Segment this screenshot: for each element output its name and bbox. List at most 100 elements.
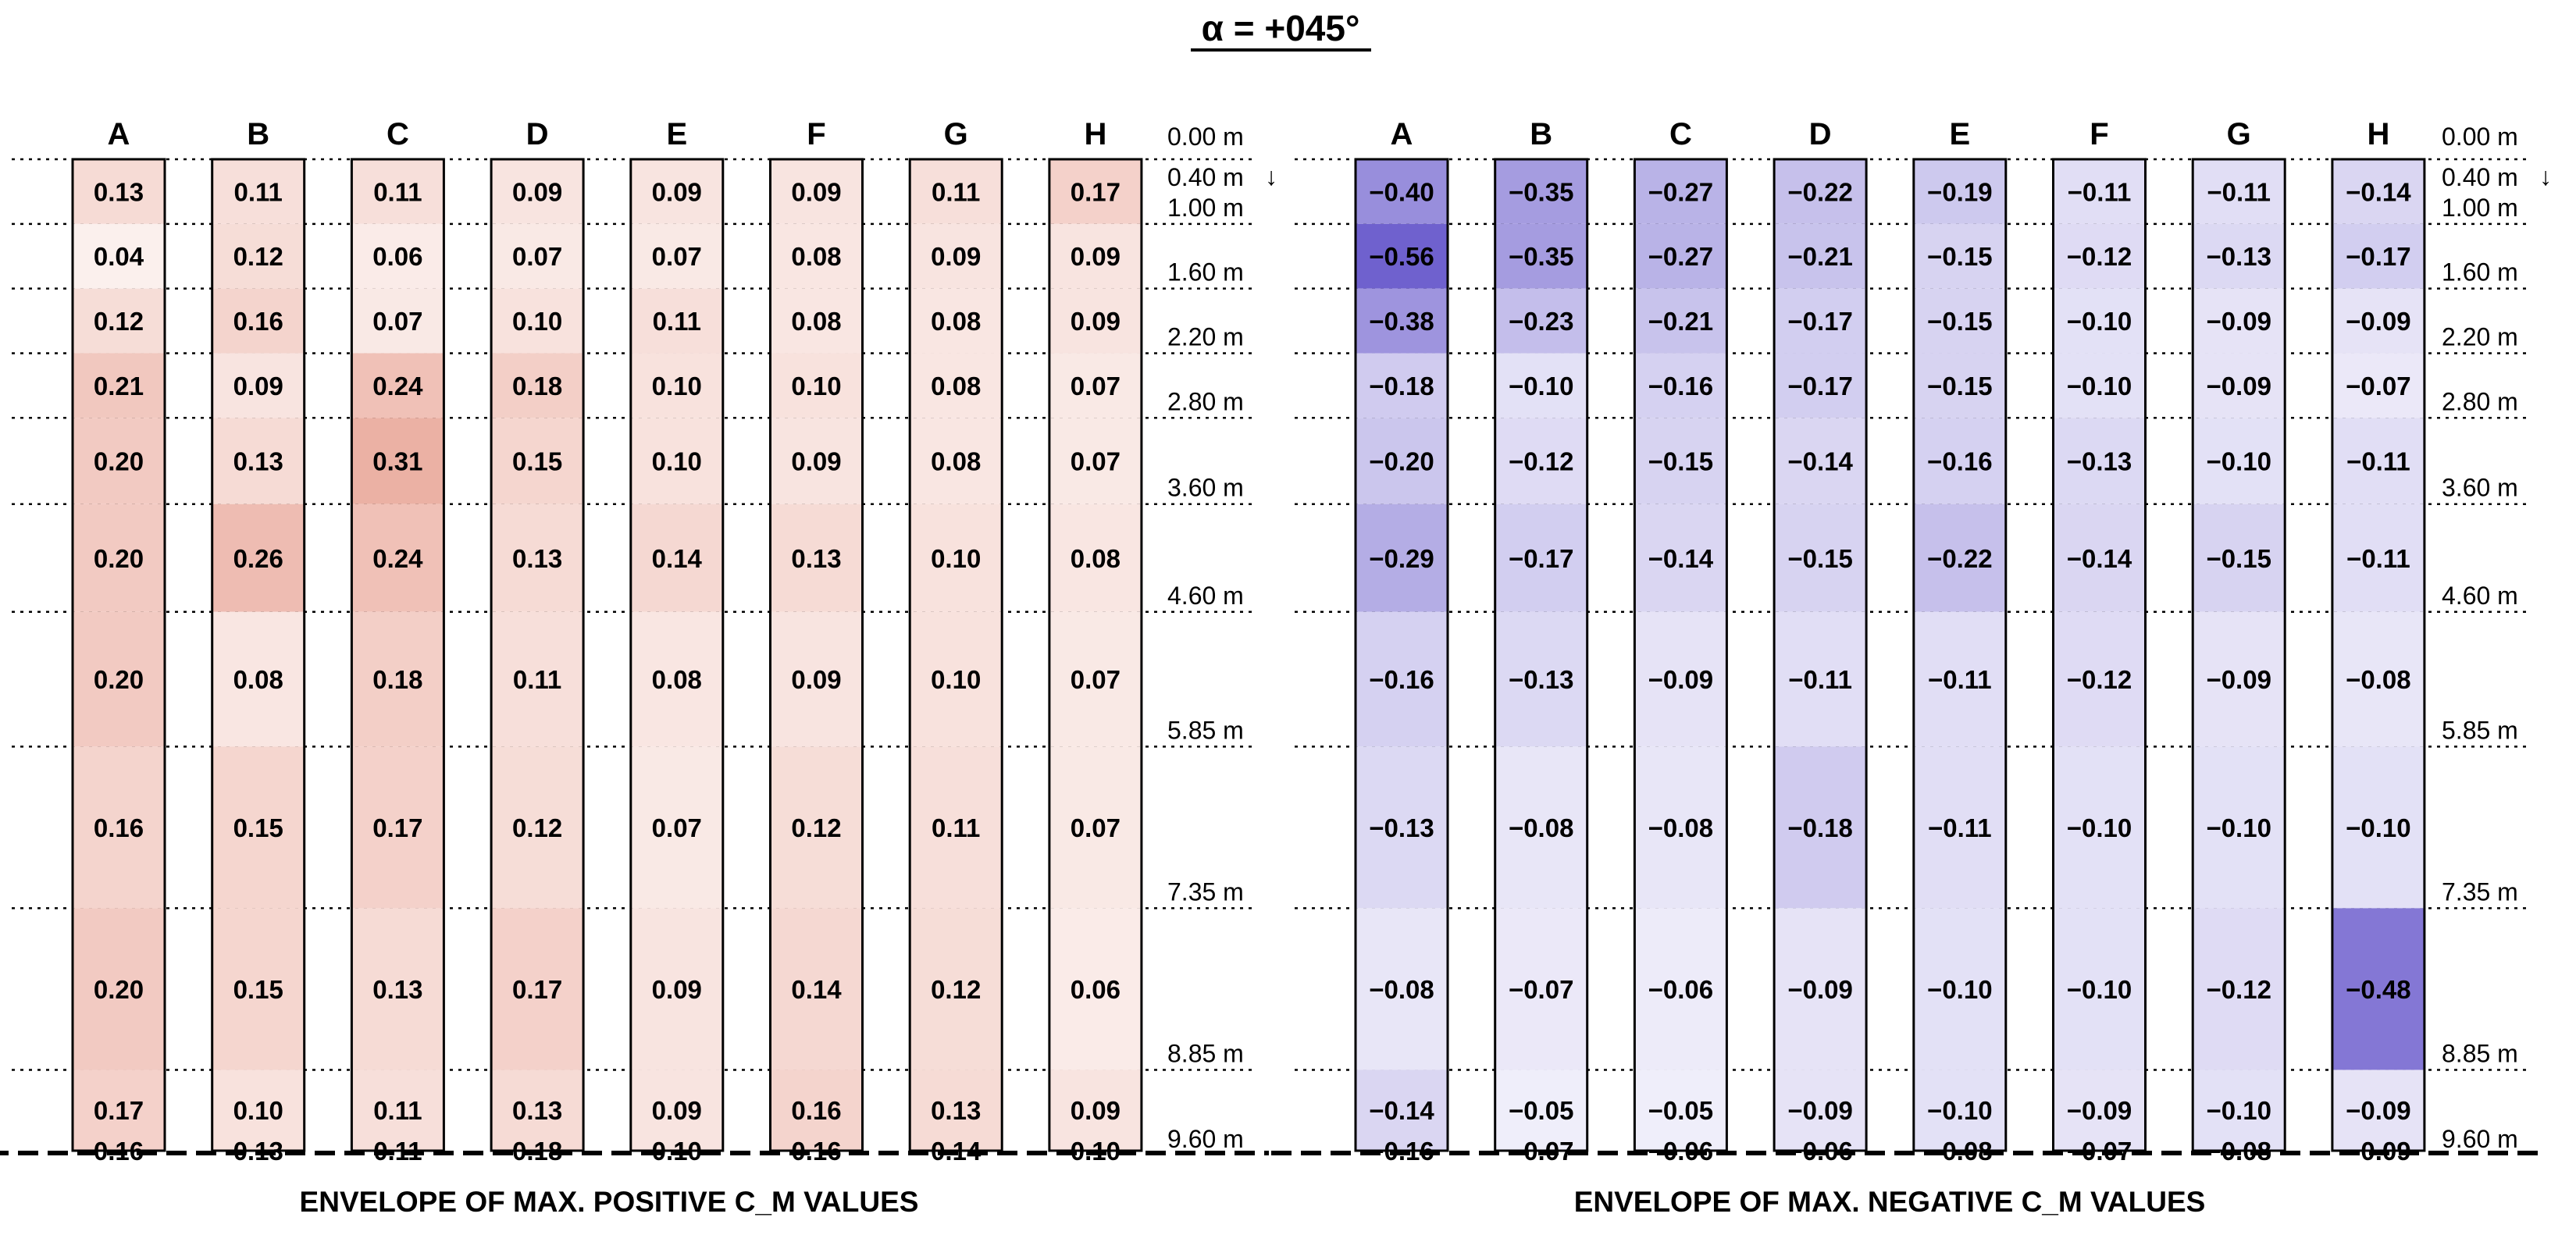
column-outline <box>1354 158 1449 1152</box>
cell-value: 0.08 <box>233 665 283 694</box>
cell-value: 0.13 <box>791 544 841 573</box>
cell-value: 0.11 <box>513 665 561 694</box>
level-label: 9.60 m <box>2442 1125 2518 1153</box>
heat-cell <box>1634 908 1727 1070</box>
cell-value: −0.16 <box>1648 372 1714 400</box>
heat-cell <box>1634 223 1727 289</box>
heat-cell <box>910 418 1003 504</box>
heat-cell <box>73 1070 165 1151</box>
heat-cell <box>2053 159 2146 224</box>
cell-value: 0.16 <box>791 1096 841 1125</box>
heat-cell <box>770 746 863 909</box>
cell-value: −0.17 <box>1787 372 1853 400</box>
heat-cell <box>910 746 1003 909</box>
column-outline <box>908 158 1003 1152</box>
heat-cell <box>1049 746 1142 909</box>
cell-value: −0.56 <box>1369 242 1434 271</box>
down-arrow-icon: ↓ <box>2539 162 2552 190</box>
cell-value: −0.14 <box>2067 544 2132 573</box>
cell-value: 0.26 <box>233 544 283 573</box>
heat-cell <box>491 418 584 504</box>
level-label: 4.60 m <box>1167 582 1244 610</box>
cell-value: 0.08 <box>931 307 981 336</box>
heat-cell <box>351 288 444 354</box>
cell-value: −0.09 <box>2206 307 2271 336</box>
cell-value: −0.11 <box>1788 665 1852 694</box>
heat-cell <box>770 1070 863 1151</box>
column-header: A <box>108 117 130 151</box>
cell-value: 0.10 <box>652 447 702 476</box>
heat-cell <box>351 611 444 747</box>
heat-cell <box>1774 288 1867 354</box>
heat-cell <box>770 223 863 289</box>
heat-cell <box>351 1070 444 1151</box>
heat-cell <box>1356 418 1448 504</box>
heat-cell <box>1049 223 1142 289</box>
heat-cell <box>2193 908 2286 1070</box>
heat-cell <box>73 418 165 504</box>
cell-value: −0.08 <box>2346 665 2411 694</box>
heat-cell <box>212 908 305 1070</box>
positive-panel-label: ENVELOPE OF MAX. POSITIVE C_M VALUES <box>300 1186 919 1218</box>
cell-value: −0.35 <box>1509 242 1574 271</box>
cell-value: 0.20 <box>94 665 144 694</box>
cell-value: 0.11 <box>932 177 980 206</box>
heat-cell <box>910 223 1003 289</box>
cell-value: 0.17 <box>1071 177 1121 206</box>
heat-cell <box>1634 1070 1727 1151</box>
heat-cell <box>1913 159 2006 224</box>
heat-cell <box>1495 908 1587 1070</box>
heat-cell <box>2193 288 2286 354</box>
heat-cell <box>1356 746 1448 909</box>
cell-value: 0.09 <box>1071 242 1121 271</box>
heat-cell <box>1495 418 1587 504</box>
cell-value: −0.18 <box>1369 372 1434 400</box>
cell-value: 0.11 <box>233 177 282 206</box>
heat-cell <box>2193 159 2286 224</box>
cell-value: −0.17 <box>2346 242 2411 271</box>
column-outline <box>71 158 166 1152</box>
cell-value: 0.18 <box>512 372 562 400</box>
cell-value: −0.27 <box>1648 242 1714 271</box>
column-outline <box>1494 158 1589 1152</box>
column-header: B <box>1530 117 1552 151</box>
cell-value: −0.17 <box>1509 544 1574 573</box>
heat-cell <box>1634 746 1727 909</box>
level-label: 0.40 m <box>2442 163 2518 191</box>
cell-value: −0.15 <box>1927 372 1993 400</box>
cell-value: −0.10 <box>2206 813 2271 842</box>
cell-value: 0.13 <box>233 447 283 476</box>
heat-cell <box>2193 353 2286 418</box>
cell-value: 0.16 <box>233 307 283 336</box>
heat-cell <box>1774 223 1867 289</box>
column-outline <box>211 158 306 1152</box>
heat-cell <box>1495 353 1587 418</box>
cell-value: −0.11 <box>2068 177 2132 206</box>
heat-cell <box>1774 159 1867 224</box>
heat-cell <box>1913 611 2006 747</box>
heat-cell <box>1356 353 1448 418</box>
level-label: 9.60 m <box>1167 1125 1244 1153</box>
heat-cell <box>1356 288 1448 354</box>
cell-value: 0.09 <box>931 242 981 271</box>
column-header: C <box>387 117 409 151</box>
heat-cell <box>351 353 444 418</box>
cell-value: −0.09 <box>2346 307 2411 336</box>
heat-cell <box>2193 418 2286 504</box>
cell-value: 0.12 <box>791 813 841 842</box>
column-header: A <box>1391 117 1413 151</box>
heat-cell <box>770 611 863 747</box>
level-label: 0.00 m <box>1167 123 1244 151</box>
cell-value: 0.09 <box>791 665 841 694</box>
cell-value: 0.18 <box>372 665 422 694</box>
cell-value: −0.20 <box>1369 447 1434 476</box>
heat-cell <box>1495 159 1587 224</box>
cell-value: −0.14 <box>1369 1096 1434 1125</box>
heat-cell <box>1634 353 1727 418</box>
heat-cell <box>2332 418 2425 504</box>
heat-cell <box>630 353 723 418</box>
cell-value: −0.35 <box>1509 177 1574 206</box>
heat-cell <box>2053 288 2146 354</box>
cell-value: −0.15 <box>1648 447 1714 476</box>
cell-value: 0.10 <box>512 307 562 336</box>
